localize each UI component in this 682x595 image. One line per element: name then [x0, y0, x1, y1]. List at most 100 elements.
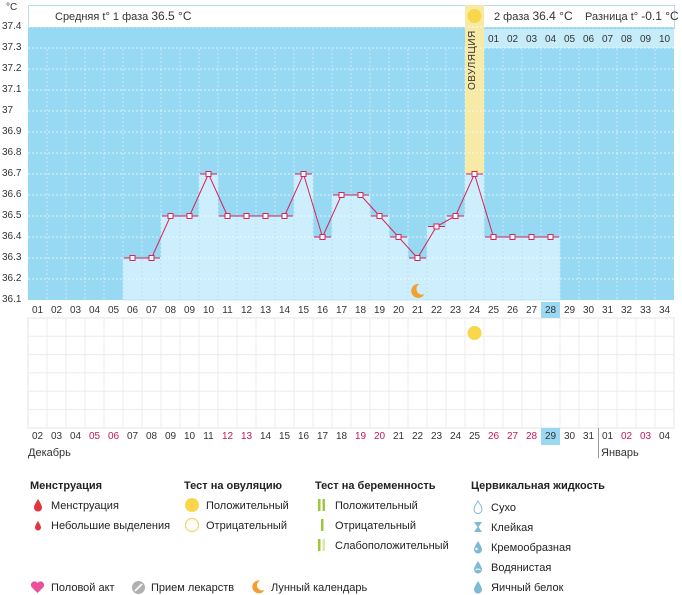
temperature-bar: [483, 236, 504, 301]
calendar-date[interactable]: 29: [544, 431, 557, 442]
cycle-day[interactable]: 10: [202, 305, 215, 316]
cycle-day[interactable]: 31: [601, 305, 614, 316]
ovtest-positive-icon: [185, 498, 199, 512]
calendar-date[interactable]: 13: [240, 431, 253, 442]
cycle-day[interactable]: 04: [88, 305, 101, 316]
cycle-day[interactable]: 16: [316, 305, 329, 316]
legend-intercourse: Половой акт: [51, 582, 115, 594]
calendar-date[interactable]: 05: [88, 431, 101, 442]
cycle-day[interactable]: 15: [297, 305, 310, 316]
cycle-day[interactable]: 03: [69, 305, 82, 316]
calendar-date[interactable]: 26: [487, 431, 500, 442]
calendar-date[interactable]: 14: [259, 431, 272, 442]
calendar-date[interactable]: 01: [601, 431, 614, 442]
legend-pregtest-title: Тест на беременность: [315, 480, 436, 492]
temperature-point: [414, 255, 421, 261]
cycle-day[interactable]: 18: [354, 305, 367, 316]
phase1-label: Средняя t° 1 фаза: [55, 11, 149, 23]
calendar-date[interactable]: 17: [316, 431, 329, 442]
calendar-date[interactable]: 22: [411, 431, 424, 442]
calendar-date[interactable]: 23: [430, 431, 443, 442]
calendar-date[interactable]: 16: [297, 431, 310, 442]
cycle-day[interactable]: 19: [373, 305, 386, 316]
calendar-date[interactable]: 02: [620, 431, 633, 442]
today-highlight: [541, 302, 560, 318]
pregtest-positive-icon: [318, 499, 325, 511]
post-ovulation-day: 04: [544, 34, 557, 45]
cycle-day[interactable]: 01: [31, 305, 44, 316]
cycle-day[interactable]: 17: [335, 305, 348, 316]
temperature-point: [357, 192, 364, 198]
calendar-date[interactable]: 20: [373, 431, 386, 442]
cycle-day[interactable]: 24: [468, 305, 481, 316]
cycle-day[interactable]: 05: [107, 305, 120, 316]
temperature-point: [338, 192, 345, 198]
menstruation-drop-icon: [34, 499, 42, 512]
creamy-icon: [474, 541, 482, 554]
y-tick-label: 37: [2, 105, 14, 116]
ovulation-label: ОВУЛЯЦИЯ: [467, 30, 478, 90]
cycle-day[interactable]: 11: [222, 305, 233, 316]
calendar-date[interactable]: 25: [468, 431, 481, 442]
cycle-day[interactable]: 32: [620, 305, 633, 316]
cycle-day[interactable]: 33: [639, 305, 652, 316]
cycle-day[interactable]: 29: [563, 305, 576, 316]
cycle-day[interactable]: 14: [278, 305, 291, 316]
calendar-date[interactable]: 19: [354, 431, 367, 442]
post-ovulation-day: 08: [620, 34, 633, 45]
cycle-day[interactable]: 25: [487, 305, 500, 316]
calendar-date[interactable]: 18: [335, 431, 348, 442]
calendar-date[interactable]: 15: [278, 431, 291, 442]
calendar-date[interactable]: 04: [69, 431, 82, 442]
cycle-day[interactable]: 30: [582, 305, 595, 316]
cycle-day[interactable]: 21: [411, 305, 424, 316]
dry-icon: [473, 500, 483, 514]
calendar-date[interactable]: 10: [183, 431, 196, 442]
cycle-day[interactable]: 23: [449, 305, 462, 316]
calendar-date[interactable]: 06: [107, 431, 120, 442]
cycle-day[interactable]: 09: [183, 305, 196, 316]
y-tick-label: 36.1: [2, 294, 22, 305]
calendar-date[interactable]: 08: [145, 431, 158, 442]
calendar-date[interactable]: 07: [126, 431, 139, 442]
cycle-day[interactable]: 20: [392, 305, 405, 316]
cycle-day[interactable]: 06: [126, 305, 139, 316]
calendar-date[interactable]: 12: [221, 431, 234, 442]
calendar-date[interactable]: 03: [50, 431, 63, 442]
post-ovulation-day: 06: [582, 34, 595, 45]
cycle-day[interactable]: 07: [145, 305, 158, 316]
legend-medication: Прием лекарств: [151, 582, 235, 594]
calendar-date[interactable]: 09: [164, 431, 177, 442]
cycle-day[interactable]: 08: [164, 305, 177, 316]
calendar-date[interactable]: 11: [203, 431, 214, 442]
legend-menstruation-title: Менструация: [30, 480, 103, 492]
calendar-date[interactable]: 02: [31, 431, 44, 442]
cycle-day[interactable]: 28: [544, 305, 557, 316]
post-ovulation-day: 09: [639, 34, 652, 45]
cycle-day[interactable]: 27: [525, 305, 538, 316]
cycle-day[interactable]: 12: [240, 305, 253, 316]
phase1-value: 36.5 °C: [151, 9, 192, 23]
calendar-date[interactable]: 28: [525, 431, 538, 442]
phase1-stat: Средняя t° 1 фаза 36.5 °C: [55, 9, 192, 23]
cycle-day[interactable]: 26: [506, 305, 519, 316]
calendar-date[interactable]: 30: [563, 431, 576, 442]
calendar-date[interactable]: 21: [392, 431, 405, 442]
temperature-point: [148, 255, 155, 261]
calendar-date[interactable]: 27: [506, 431, 519, 442]
cycle-day[interactable]: 02: [50, 305, 63, 316]
diff-stat: Разница t° -0.1 °C: [585, 9, 679, 23]
temperature-point: [262, 213, 269, 219]
temperature-point: [433, 223, 440, 230]
temperature-point: [528, 234, 535, 240]
calendar-date[interactable]: 04: [658, 431, 671, 442]
cycle-day[interactable]: 13: [259, 305, 272, 316]
temperature-point: [281, 213, 288, 219]
cycle-day[interactable]: 22: [430, 305, 443, 316]
temperature-bar: [521, 236, 542, 301]
phase2-label: 2 фаза: [494, 11, 530, 23]
calendar-date[interactable]: 03: [639, 431, 652, 442]
calendar-date[interactable]: 31: [582, 431, 595, 442]
calendar-date[interactable]: 24: [449, 431, 462, 442]
cycle-day[interactable]: 34: [658, 305, 671, 316]
